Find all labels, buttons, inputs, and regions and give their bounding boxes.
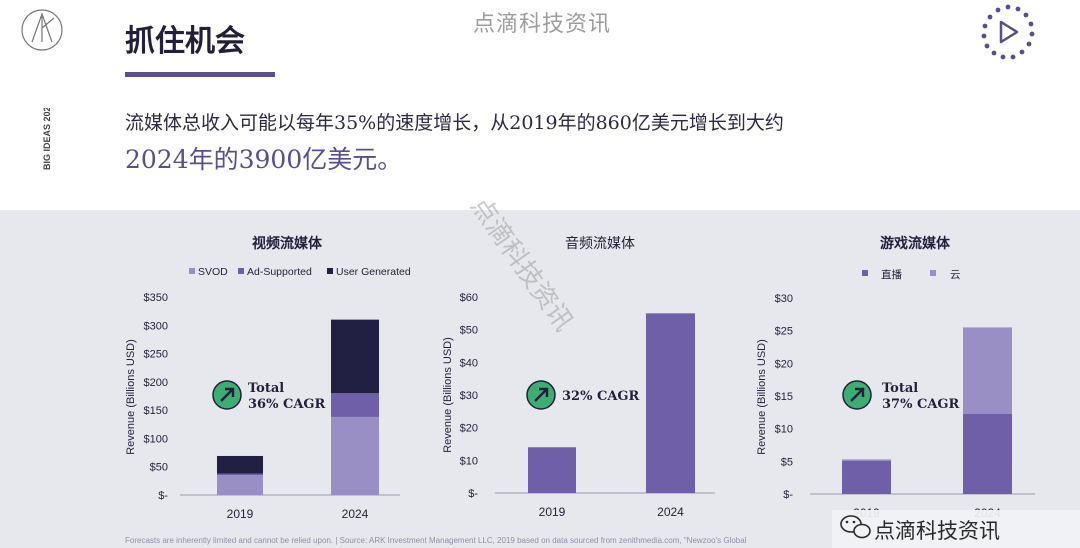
page-title: 抓住机会 [125, 24, 245, 59]
y-tick-label: $5 [781, 456, 793, 468]
y-tick-label: $50 [150, 462, 168, 474]
bar-segment [217, 475, 263, 495]
x-labels: 2019 2024 [227, 507, 369, 521]
y-tick-label: $250 [144, 349, 168, 361]
bars [528, 313, 695, 493]
chart-title: 游戏流媒体 [880, 235, 951, 252]
legend: 直播 云 [862, 268, 961, 281]
y-ticks: $- $50 $100 $150 $200 $250 $300 $350 [144, 292, 169, 502]
big-ideas-side-label: BIG IDEAS 2020 [42, 108, 52, 170]
svg-text:BIG IDEAS 2020: BIG IDEAS 2020 [42, 108, 52, 170]
legend-label-live: 直播 [881, 268, 902, 281]
y-tick-label: $200 [144, 377, 168, 389]
bar-segment [842, 459, 891, 461]
y-tick-label: $30 [460, 390, 478, 402]
y-ticks: $- $10 $20 $30 $40 $50 $60 [460, 292, 479, 500]
bar-segment [842, 460, 891, 494]
bottom-right-watermark: 点滴科技资讯 [874, 519, 1000, 543]
cagr-label-line1: Total [248, 381, 284, 396]
cagr-label: 32% CAGR [562, 389, 640, 404]
bar-segment [331, 393, 379, 417]
y-tick-label: $25 [775, 326, 793, 338]
legend-swatch-user-generated [327, 268, 333, 274]
y-axis-label: Revenue (Billions USD) [125, 339, 137, 455]
legend-label-user-generated: User Generated [336, 266, 411, 278]
cagr-annotation: Total 36% CAGR [212, 380, 326, 412]
arrow-up-right-icon [534, 387, 549, 402]
cagr-annotation: Total 37% CAGR [842, 380, 960, 412]
arrow-up-right-icon [850, 387, 865, 402]
wechat-icon [840, 515, 871, 539]
wechat-watermark-bg [832, 510, 1080, 548]
legend-swatch-ad-supported [238, 268, 244, 274]
arrow-up-right-icon [220, 387, 235, 402]
video-streaming-chart: 视频流媒体 SVOD Ad-Supported User Generated R… [125, 235, 411, 521]
ark-logo-icon [21, 9, 63, 51]
y-tick-label: $10 [460, 455, 478, 467]
y-axis-label: Revenue (Billions USD) [756, 339, 768, 455]
title-underline [125, 72, 275, 77]
y-tick-label: $- [468, 488, 478, 500]
legend-swatch-cloud [930, 270, 936, 276]
bars [842, 327, 1012, 494]
y-tick-label: $300 [144, 320, 168, 332]
legend-swatch-live [862, 270, 868, 276]
y-tick-label: $50 [460, 325, 478, 337]
footer-note: Forecasts are inherently limited and can… [125, 536, 747, 545]
legend-label-ad-supported: Ad-Supported [247, 266, 312, 278]
cagr-label-line2: 37% CAGR [882, 397, 960, 412]
legend-swatch-svod [189, 268, 195, 274]
y-tick-label: $40 [460, 357, 478, 369]
bar-segment [217, 473, 263, 476]
y-tick-label: $60 [460, 292, 478, 304]
x-tick-label: 2024 [657, 505, 684, 519]
x-tick-label: 2024 [342, 507, 369, 521]
legend-label-svod: SVOD [198, 266, 228, 278]
audio-streaming-chart: 音频流媒体 Revenue (Billions USD) $- $10 $20 $30… [442, 235, 715, 519]
x-tick-label: 2019 [539, 505, 566, 519]
y-ticks: $- $5 $10 $15 $20 $25 $30 [775, 293, 794, 501]
game-streaming-chart: 游戏流媒体 直播 云 Revenue (Billions USD) $- $5 $1… [756, 235, 1035, 520]
bar-segment [331, 416, 379, 495]
diagonal-watermark: 点滴科技资讯 [464, 192, 578, 337]
cagr-label-line1: Total [882, 381, 918, 396]
play-logo-icon [981, 4, 1035, 60]
header-area: 抓住机会 点滴科技资讯 BIG IDEAS 2020 流媒体总收入可能以每年35… [0, 0, 1080, 210]
y-tick-label: $- [158, 490, 168, 502]
chart-title: 视频流媒体 [252, 235, 323, 252]
y-tick-label: $150 [144, 405, 168, 417]
y-tick-label: $15 [775, 391, 793, 403]
y-tick-label: $100 [144, 433, 168, 445]
bar-segment [331, 319, 379, 394]
chart-title: 音频流媒体 [565, 235, 635, 252]
y-axis-label: Revenue (Billions USD) [442, 337, 454, 453]
y-tick-label: $350 [144, 292, 168, 304]
bar-segment [963, 327, 1012, 414]
bar-segment [528, 447, 576, 493]
y-tick-label: $20 [460, 423, 478, 435]
bar-segment [963, 413, 1012, 494]
legend: SVOD Ad-Supported User Generated [189, 266, 411, 278]
bar-segment [646, 313, 695, 493]
x-labels: 2019 2024 [539, 505, 685, 519]
y-tick-label: $20 [775, 358, 793, 370]
headline-line-2: 2024年的3900亿美元。 [125, 145, 403, 174]
top-watermark: 点滴科技资讯 [473, 12, 612, 37]
y-tick-label: $- [783, 489, 793, 501]
y-tick-label: $10 [775, 424, 793, 436]
cagr-label-line2: 36% CAGR [248, 397, 326, 412]
legend-label-cloud: 云 [950, 269, 961, 281]
headline-line-1: 流媒体总收入可能以每年35%的速度增长，从2019年的860亿美元增长到大约 [125, 112, 784, 134]
y-tick-label: $30 [775, 293, 793, 305]
cagr-annotation: 32% CAGR [526, 380, 640, 410]
bars [217, 319, 379, 495]
bar-segment [217, 455, 263, 474]
x-tick-label: 2019 [227, 507, 254, 521]
